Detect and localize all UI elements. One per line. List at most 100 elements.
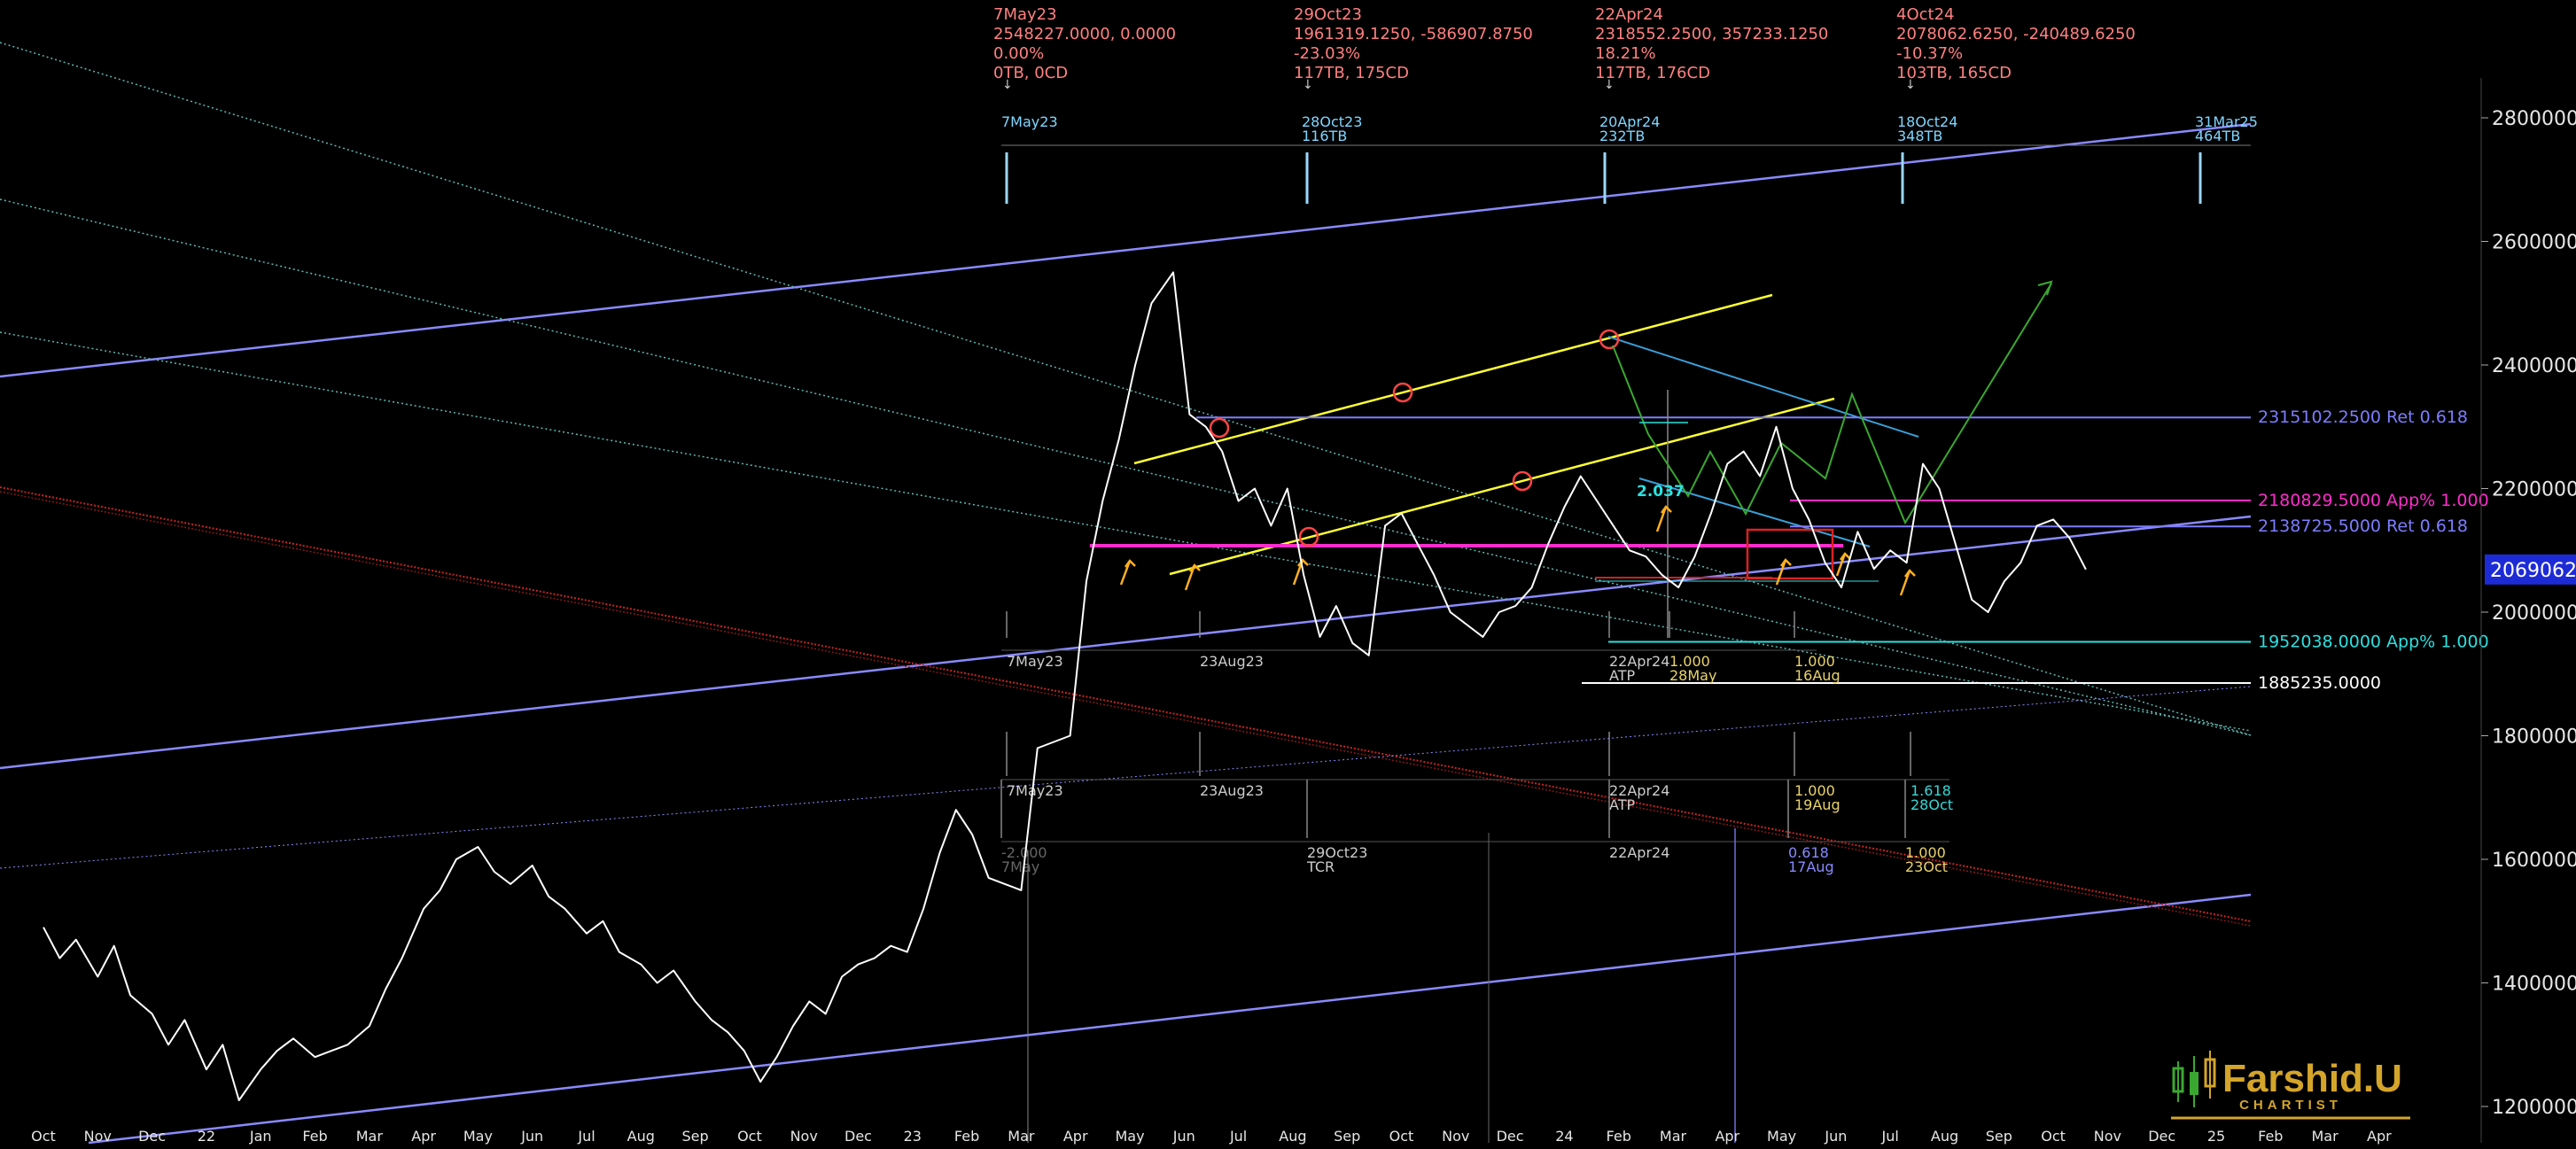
time-ratio-sub: ATP [1609,796,1635,813]
up-arrow-head [1188,563,1201,572]
time-axis-label: 25 [2207,1128,2225,1145]
time-ratio-label: 1.618 [1911,782,1951,799]
price-axis-label: 1200000.0 [2492,1097,2576,1119]
stat-down-arrow-icon: ↓ [1303,78,1313,92]
time-axis-label: Oct [1389,1128,1414,1145]
time-axis-label: May [1115,1128,1144,1145]
time-axis-label: May [463,1128,493,1145]
time-axis-label: Mar [2312,1128,2339,1145]
stat-pct: 0.00% [993,44,1044,63]
up-arrow [1184,564,1196,591]
price-series [43,271,2087,1101]
time-axis-label: Mar [1660,1128,1687,1145]
time-axis-label: Nov [84,1128,112,1145]
time-ratio-label: 1.000 [1905,844,1946,861]
cycle-marker-date: 28Oct23 [1302,113,1362,130]
price-level-label: 1885235.0000 [2258,673,2381,693]
swing-circle [1392,382,1413,403]
up-arrow [1899,570,1911,596]
channel-line [0,122,2252,378]
stat-values: 2318552.2500, 357233.1250 [1595,25,1828,43]
time-ratio-label: -2.000 [1001,844,1047,861]
stat-tb: 117TB, 176CD [1595,64,1710,82]
time-axis-label: Nov [1442,1128,1469,1145]
stat-down-arrow-icon: ↓ [1905,78,1916,92]
stat-values: 1961319.1250, -586907.8750 [1294,25,1533,43]
price-level-label: 2315102.2500 Ret 0.618 [2258,408,2468,427]
candlestick-icon [2172,1051,2216,1107]
time-ratio-label: 7May23 [1007,782,1063,799]
time-axis-label: Aug [1279,1128,1306,1145]
cycle-marker-date: 18Oct24 [1897,113,1957,130]
time-axis-label: Mar [1008,1128,1035,1145]
time-axis-label: Sep [682,1128,709,1145]
time-axis-label: Apr [1063,1128,1088,1145]
cycle-marker-tb: 464TB [2195,128,2240,144]
time-ratio-label: 22Apr24 [1609,844,1669,861]
time-axis-label: May [1767,1128,1796,1145]
swing-circle [1599,329,1620,350]
brand-name: Farshid.U [2222,1057,2402,1100]
stat-values: 2548227.0000, 0.0000 [993,25,1176,43]
time-axis-label: Aug [1931,1128,1958,1145]
channel-line [0,331,2252,732]
price-axis[interactable]: 2800000.0 2600000.0 2400000.0 2200000.0 2000… [2480,78,2576,1143]
swing-circle [1298,526,1319,547]
channel-line [0,686,2252,869]
channel-line [88,893,2252,1145]
time-axis-label: 22 [198,1128,215,1145]
target-box [1746,528,1834,580]
time-ratio-label: 1.000 [1794,782,1835,799]
time-axis-label: Jun [520,1128,543,1145]
time-ratio-label: 1.000 [1794,653,1835,670]
projected-path [1612,283,2052,525]
time-ratio-sub: 7May [1001,858,1039,875]
price-axis-label: 2800000.0 [2492,108,2576,130]
projected-path-head [2037,280,2053,296]
time-axis-label: Apr [411,1128,436,1145]
time-axis-label: Oct [31,1128,56,1145]
price-level-label: 1952038.0000 App% 1.000 [2258,632,2489,651]
up-arrow [1655,506,1668,532]
channel-line [0,491,2252,927]
time-axis-label: Feb [954,1128,979,1145]
time-ratio-label: 23Aug23 [1200,782,1264,799]
time-ratio-sub: 28May [1669,667,1716,684]
time-axis-label: Jan [249,1128,272,1145]
pattern-drawings: 2.037 [1119,280,2053,596]
up-arrow-head [1779,558,1792,567]
time-axis[interactable]: Oct Nov Dec 22 Jan Feb Mar Apr May Jun Jul Aug Sep Oc… [31,1128,2392,1145]
price-axis-label: 1600000.0 [2492,850,2576,872]
price-levels: 2315102.2500 Ret 0.618 2180829.5000 App% … [1196,408,2489,693]
time-axis-label: Dec [844,1128,872,1145]
up-arrow-head [1124,559,1136,568]
time-ratio-label: 1.000 [1669,653,1710,670]
time-ratio-label: 29Oct23 [1307,844,1367,861]
time-axis-label: Jul [1229,1128,1247,1145]
time-axis-label: Mar [356,1128,384,1145]
price-line [43,271,2087,1101]
price-axis-label: 1400000.0 [2492,974,2576,996]
trend-channel-lines [0,42,2252,1145]
price-axis-label: 2600000.0 [2492,232,2576,254]
time-axis-label: 24 [1555,1128,1573,1145]
channel-line [0,515,2252,770]
swing-circle [1512,470,1533,492]
stat-tb: 0TB, 0CD [993,64,1068,82]
price-axis-label: 2400000.0 [2492,355,2576,377]
channel-line [1169,397,1835,576]
current-price-label: 2069062. [2490,560,2576,582]
up-arrow-head [1839,552,1851,561]
stat-pct: 18.21% [1595,44,1656,63]
stat-date: 29Oct23 [1294,5,1362,24]
price-axis-label: 1800000.0 [2492,726,2576,749]
time-axis-label: Feb [1607,1128,1631,1145]
time-axis-label: Dec [1497,1128,1524,1145]
time-axis-label: Apr [2367,1128,2392,1145]
channel-line [0,198,2252,736]
stat-tb: 117TB, 175CD [1294,64,1409,82]
time-ratio-label: 22Apr24 [1609,782,1669,799]
stat-pct: -10.37% [1896,44,1963,63]
